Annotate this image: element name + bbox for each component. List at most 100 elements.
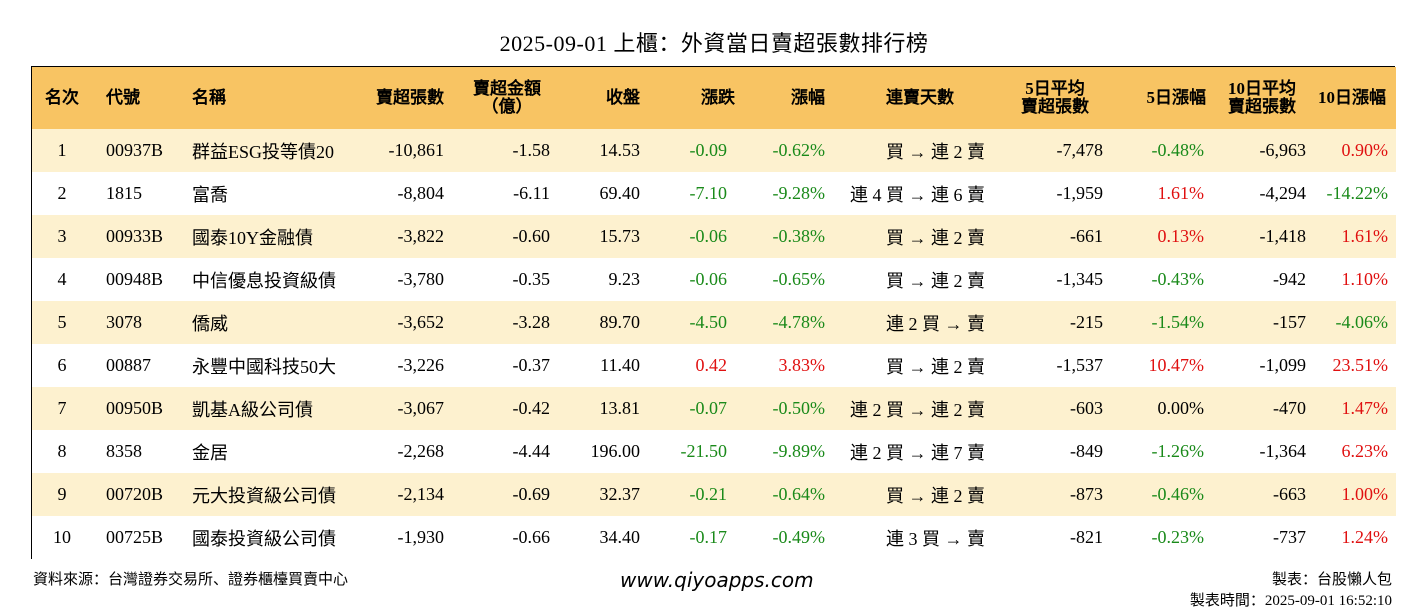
column-header-line1: 名次 [45, 88, 79, 108]
cell-rank: 10 [53, 527, 71, 547]
column-header: 漲幅 [745, 67, 835, 129]
cell-avg10: -1,418 [1259, 226, 1307, 246]
cell-name: 永豐中國科技50大 [192, 356, 336, 377]
made-time: 製表時間：2025-09-01 16:52:10 [1189, 593, 1392, 609]
cell-pct: -0.62% [772, 140, 826, 160]
column-header: 10日平均 賣超張數 [1216, 67, 1318, 129]
cell-pct5: -0.23% [1151, 527, 1205, 547]
cell-sell: -3,822 [397, 226, 445, 246]
cell-amount: -3.28 [512, 312, 551, 332]
maker-label: 製表：台股懶人包 [1271, 572, 1392, 588]
column-header-line1: 10日漲幅 [1318, 88, 1386, 108]
cell-chg: -4.50 [689, 312, 728, 332]
cell-avg5: -1,959 [1056, 183, 1104, 203]
cell-streak: 連 4 買 → 連 6 賣 [850, 184, 985, 205]
cell-chg: -21.50 [680, 441, 728, 461]
cell-avg10: -1,364 [1259, 441, 1307, 461]
cell-avg5: -603 [1070, 398, 1103, 418]
cell-pct: -9.28% [772, 183, 826, 203]
cell-close: 15.73 [599, 226, 641, 246]
cell-avg10: -663 [1273, 484, 1306, 504]
cell-close: 14.53 [599, 140, 641, 160]
cell-pct10: -14.22% [1326, 183, 1389, 203]
column-header: 5日漲幅 [1115, 67, 1216, 129]
cell-pct10: 0.90% [1341, 140, 1389, 160]
website-link[interactable]: www.qiyoapps.com [620, 568, 814, 592]
cell-pct: -0.38% [772, 226, 826, 246]
column-header-line1: 連賣天數 [886, 88, 954, 108]
cell-amount: -0.66 [512, 527, 551, 547]
cell-close: 11.40 [600, 355, 640, 375]
cell-pct: -0.49% [772, 527, 826, 547]
column-header: 代號 [92, 67, 178, 129]
cell-avg5: -873 [1070, 484, 1103, 504]
cell-chg: -0.21 [689, 484, 728, 504]
cell-pct: -0.65% [772, 269, 826, 289]
page-title: 2025-09-01 上櫃：外資當日賣超張數排行榜 [499, 31, 929, 56]
cell-pct10: 1.24% [1341, 527, 1389, 547]
cell-sell: -3,652 [397, 312, 445, 332]
cell-rank: 7 [57, 398, 67, 418]
table-row: 8 8358 金居 -2,268 -4.44 196.00 -21.50 -9.89% 連 2 … [32, 430, 1396, 473]
table-row: 5 3078 僑威 -3,652 -3.28 89.70 -4.50 -4.78% 連 2 買 … [32, 301, 1396, 344]
cell-streak: 買 → 連 2 賣 [886, 485, 985, 506]
cell-rank: 2 [57, 183, 67, 203]
cell-chg: -0.06 [689, 226, 728, 246]
column-header-line2: 賣超張數 [1228, 97, 1296, 116]
cell-pct5: -0.43% [1151, 269, 1205, 289]
cell-sell: -10,861 [388, 140, 445, 160]
cell-close: 89.70 [599, 312, 641, 332]
table-row: 4 00948B 中信優息投資級債 -3,780 -0.35 9.23 -0.06 -0.65… [32, 258, 1396, 301]
column-header-line1: 漲幅 [791, 88, 825, 108]
column-header-line1: 名稱 [192, 88, 226, 108]
cell-name: 富喬 [192, 184, 228, 205]
cell-avg10: -157 [1273, 312, 1306, 332]
cell-streak: 連 2 買 → 賣 [886, 313, 985, 334]
cell-pct: -4.78% [772, 312, 826, 332]
cell-close: 196.00 [590, 441, 641, 461]
cell-avg10: -1,099 [1259, 355, 1307, 375]
column-header-line1: 代號 [106, 88, 140, 108]
cell-pct: 3.83% [778, 355, 826, 375]
cell-avg5: -215 [1070, 312, 1103, 332]
table-row: 7 00950B 凱基A級公司債 -3,067 -0.42 13.81 -0.07 -0.50… [32, 387, 1396, 430]
cell-streak: 連 3 買 → 賣 [886, 528, 985, 549]
column-header-line1: 5日漲幅 [1146, 88, 1207, 108]
cell-avg5: -7,478 [1056, 140, 1104, 160]
table-body: 1 00937B 群益ESG投等債20 -10,861 -1.58 14.53 -0.09 -… [32, 129, 1396, 559]
cell-code: 1815 [106, 183, 142, 203]
cell-pct10: -4.06% [1335, 312, 1389, 332]
cell-pct5: 0.00% [1157, 398, 1205, 418]
cell-avg5: -821 [1070, 527, 1103, 547]
column-header: 賣超張數 [354, 67, 454, 129]
column-header: 賣超金額 （億） [454, 67, 560, 129]
column-header: 收盤 [560, 67, 650, 129]
cell-avg5: -849 [1070, 441, 1103, 461]
cell-avg10: -737 [1273, 527, 1306, 547]
cell-pct10: 1.47% [1341, 398, 1389, 418]
table-row: 1 00937B 群益ESG投等債20 -10,861 -1.58 14.53 -0.09 -… [32, 129, 1396, 172]
cell-pct: -0.64% [772, 484, 826, 504]
cell-name: 金居 [192, 442, 228, 463]
cell-rank: 4 [57, 269, 67, 289]
cell-avg5: -1,345 [1056, 269, 1104, 289]
cell-name: 中信優息投資級債 [192, 270, 336, 291]
table-header-row: 名次 代號 名稱 賣超張數 賣超金額 （億） 收盤 漲跌 漲幅 連賣天數 5日平均 賣超張數 5日漲幅 1… [32, 67, 1396, 129]
cell-close: 69.40 [599, 183, 641, 203]
cell-avg10: -942 [1273, 269, 1306, 289]
cell-pct: -9.89% [772, 441, 826, 461]
cell-code: 00933B [106, 226, 164, 246]
column-header: 連賣天數 [835, 67, 1005, 129]
column-header: 名次 [32, 67, 92, 129]
cell-amount: -0.60 [512, 226, 551, 246]
cell-close: 13.81 [599, 398, 641, 418]
cell-chg: -0.06 [689, 269, 728, 289]
cell-name: 群益ESG投等債20 [192, 141, 335, 162]
cell-amount: -4.44 [512, 441, 551, 461]
cell-streak: 買 → 連 2 賣 [886, 356, 985, 377]
cell-close: 9.23 [608, 269, 641, 289]
cell-sell: -8,804 [397, 183, 445, 203]
cell-code: 3078 [106, 312, 142, 332]
cell-name: 國泰10Y金融債 [192, 227, 313, 248]
cell-amount: -0.42 [512, 398, 551, 418]
